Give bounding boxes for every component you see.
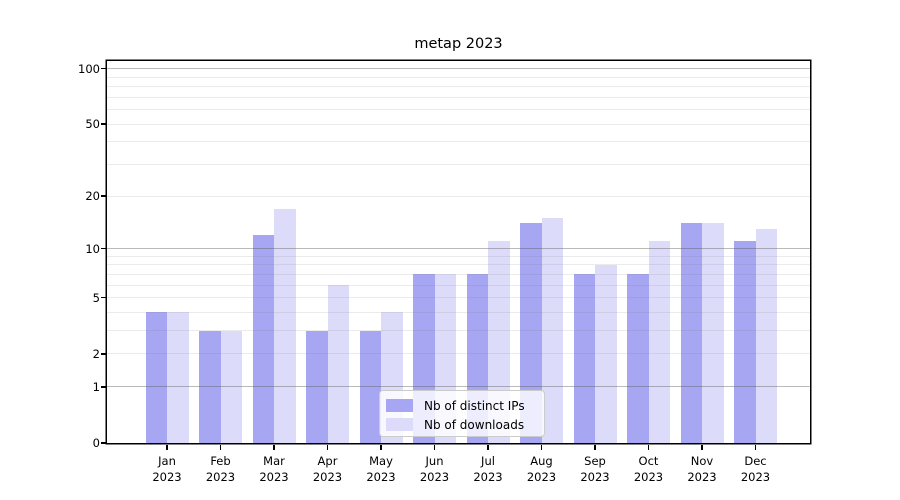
bar-distinct-ips-oct — [627, 274, 649, 443]
bar-distinct-ips-dec — [734, 241, 756, 443]
x-tick — [326, 444, 329, 450]
gridline-major — [107, 386, 810, 388]
bar-downloads-feb — [220, 330, 242, 443]
y-tick — [100, 442, 107, 444]
x-tick-label: Apr 2023 — [312, 454, 343, 484]
y-tick — [100, 353, 107, 355]
x-tick-label: Nov 2023 — [687, 454, 717, 484]
y-tick-label: 10 — [85, 241, 100, 256]
gridline-minor — [107, 330, 810, 332]
gridline-minor — [107, 273, 810, 275]
bar-distinct-ips-sep — [573, 274, 595, 443]
legend-swatch-distinct-ips — [386, 399, 413, 412]
y-tick-label: 0 — [92, 436, 100, 450]
gridline-minor — [107, 311, 810, 313]
y-tick-label: 2 — [92, 346, 100, 361]
y-tick — [100, 296, 107, 299]
x-tick — [701, 444, 703, 450]
x-tick-label: Sep 2023 — [580, 454, 610, 484]
y-tick-label: 50 — [85, 117, 100, 132]
bar-downloads-aug — [541, 218, 563, 443]
x-tick-label: May 2023 — [366, 454, 396, 484]
bar-distinct-ips-nov — [680, 223, 702, 443]
gridline-minor — [107, 297, 810, 299]
y-tick — [100, 386, 107, 388]
bar-downloads-dec — [755, 228, 777, 443]
gridline-major — [107, 248, 810, 249]
y-tick-label: 5 — [92, 290, 100, 305]
x-tick — [433, 444, 436, 450]
bar-downloads-mar — [274, 208, 296, 443]
gridline-minor — [107, 163, 810, 165]
gridline-minor — [107, 96, 810, 98]
legend-label-distinct-ips: Nb of distinct IPs — [424, 398, 525, 413]
bar-downloads-jan — [167, 312, 189, 443]
gridline-minor — [107, 86, 810, 88]
y-tick — [100, 247, 107, 250]
bar-distinct-ips-feb — [199, 330, 221, 443]
bar-downloads-apr — [327, 285, 349, 443]
x-tick-label: Oct 2023 — [633, 454, 664, 484]
x-tick — [647, 444, 650, 450]
legend: Nb of distinct IPs Nb of downloads — [379, 390, 545, 437]
x-tick-label: Feb 2023 — [205, 454, 236, 484]
legend-item-downloads: Nb of downloads — [386, 415, 537, 434]
x-tick — [380, 444, 382, 450]
bar-distinct-ips-mar — [252, 234, 274, 443]
bar-downloads-sep — [595, 264, 617, 443]
legend-label-downloads: Nb of downloads — [424, 417, 525, 432]
gridline-major — [107, 68, 810, 70]
y-tick — [100, 195, 107, 197]
bar-downloads-oct — [648, 241, 670, 443]
gridline-minor — [107, 353, 810, 355]
bar-distinct-ips-aug — [520, 223, 542, 443]
y-tick-label: 100 — [78, 61, 100, 76]
bar-downloads-nov — [702, 223, 724, 443]
gridline-minor — [107, 109, 810, 111]
x-tick — [219, 444, 222, 450]
x-tick — [166, 444, 168, 450]
plot-area — [107, 61, 810, 443]
x-tick-label: Jun 2023 — [419, 454, 450, 484]
y-tick-label: 1 — [92, 379, 100, 394]
x-tick-label: Dec 2023 — [740, 454, 771, 484]
legend-swatch-downloads — [386, 418, 413, 431]
gridline-minor — [107, 141, 810, 143]
y-tick — [100, 123, 107, 125]
x-tick-label: Jan 2023 — [152, 454, 182, 484]
x-tick — [754, 444, 757, 450]
legend-item-distinct-ips: Nb of distinct IPs — [386, 396, 537, 415]
gridline-minor — [107, 264, 810, 266]
x-tick-label: Mar 2023 — [259, 454, 289, 484]
bar-distinct-ips-apr — [306, 330, 328, 443]
gridline-minor — [107, 76, 810, 78]
gridline-minor — [107, 195, 810, 197]
bar-distinct-ips-jan — [145, 312, 167, 443]
grid-layer — [107, 61, 810, 443]
x-tick — [273, 444, 275, 450]
x-tick — [594, 444, 596, 450]
y-tick — [100, 67, 107, 70]
x-tick — [540, 444, 543, 450]
y-tick-label: 20 — [85, 189, 100, 204]
x-tick-label: Jul 2023 — [473, 454, 503, 484]
chart-title: metap 2023 — [414, 36, 503, 52]
gridline-minor — [107, 255, 810, 257]
gridline-minor — [107, 123, 810, 125]
x-tick-label: Aug 2023 — [526, 454, 557, 484]
bar-distinct-ips-may — [359, 330, 381, 443]
x-tick — [487, 444, 489, 450]
gridline-minor — [107, 284, 810, 286]
